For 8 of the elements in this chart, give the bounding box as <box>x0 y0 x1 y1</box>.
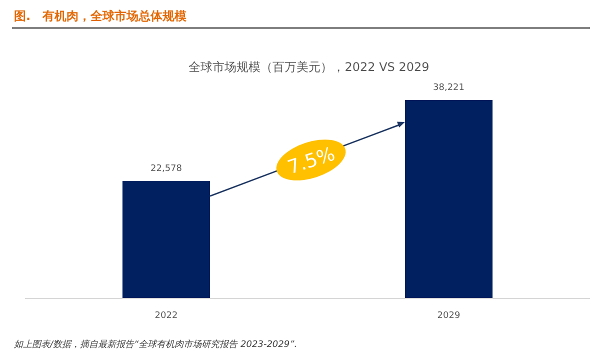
x-tick-label: 2022 <box>154 311 178 321</box>
subtitle: 全球市场规模（百万美元），2022 VS 2029 <box>188 60 430 74</box>
data-label: 22,578 <box>150 164 182 174</box>
x-tick-label: 2029 <box>437 311 460 321</box>
title: 图. 有机肉，全球市场总体规模 <box>14 9 187 23</box>
annotation: 如上图表/数据，摘自最新报告“全球有机肉市场研究报告 2023-2029”. <box>14 340 298 350</box>
data-label: 38,221 <box>433 83 464 93</box>
annotation: 7.5% <box>284 143 338 179</box>
